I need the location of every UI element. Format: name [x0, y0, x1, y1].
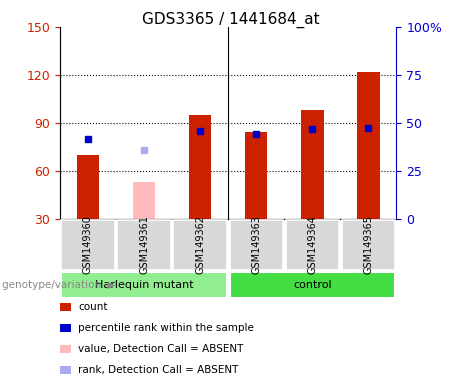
- Text: GSM149363: GSM149363: [251, 215, 261, 274]
- Bar: [301, 110, 324, 219]
- Bar: [189, 115, 211, 219]
- Text: GDS3365 / 1441684_at: GDS3365 / 1441684_at: [142, 12, 319, 28]
- Text: percentile rank within the sample: percentile rank within the sample: [78, 323, 254, 333]
- Text: rank, Detection Call = ABSENT: rank, Detection Call = ABSENT: [78, 365, 239, 375]
- Text: GSM149362: GSM149362: [195, 215, 205, 274]
- Bar: [357, 72, 379, 219]
- Text: GSM149360: GSM149360: [83, 215, 93, 274]
- Bar: [245, 132, 267, 219]
- Text: control: control: [293, 280, 331, 290]
- Text: genotype/variation  ▶: genotype/variation ▶: [2, 280, 116, 290]
- Text: value, Detection Call = ABSENT: value, Detection Call = ABSENT: [78, 344, 244, 354]
- Text: Harlequin mutant: Harlequin mutant: [95, 280, 193, 290]
- Bar: [77, 155, 99, 219]
- Text: GSM149365: GSM149365: [363, 215, 373, 274]
- Text: GSM149364: GSM149364: [307, 215, 317, 274]
- Text: GSM149361: GSM149361: [139, 215, 149, 274]
- Bar: [133, 182, 155, 219]
- Text: count: count: [78, 302, 108, 312]
